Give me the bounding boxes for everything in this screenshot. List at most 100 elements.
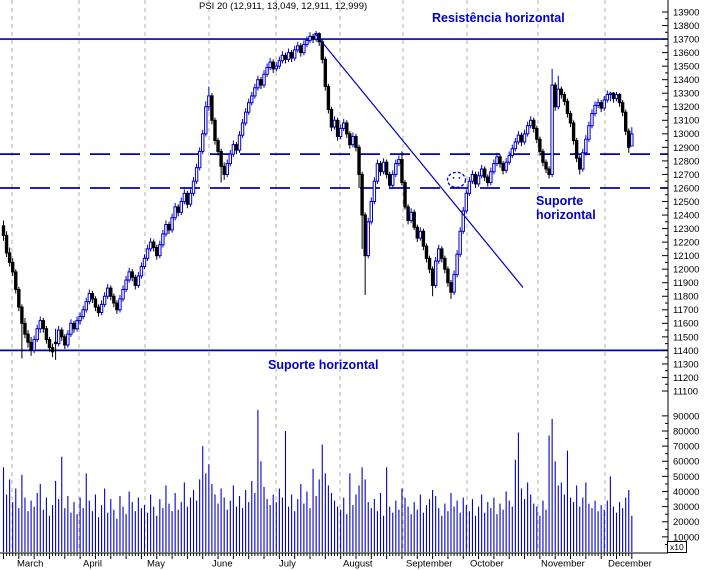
candle-up (489, 171, 493, 184)
price-tick-label: 11500 (673, 332, 699, 343)
candle-down (547, 168, 551, 175)
candle-down (378, 163, 383, 173)
candle-down (10, 261, 15, 273)
candle-down (271, 61, 275, 70)
candle-down (535, 127, 539, 140)
candle-up (513, 141, 518, 150)
price-tick-label: 13200 (673, 102, 699, 113)
candle-up (145, 248, 150, 259)
price-tick-label: 12200 (673, 238, 699, 249)
candle-up (158, 244, 162, 257)
candle-up (173, 206, 177, 219)
month-label: April (83, 559, 102, 570)
candle-up (302, 43, 306, 54)
candle-up (455, 253, 459, 276)
candle-down (387, 173, 392, 186)
candle-up (56, 329, 61, 345)
candle-up (458, 230, 462, 255)
candle-up (204, 106, 208, 135)
candle-down (406, 206, 410, 221)
candle-down (559, 88, 564, 96)
candle-up (99, 303, 104, 313)
candle-up (277, 60, 282, 67)
price-tick-label: 13300 (673, 89, 699, 100)
smiley-eye (458, 176, 461, 179)
candle-down (53, 341, 58, 345)
candle-up (351, 136, 355, 146)
month-label: November (541, 559, 585, 570)
price-tick-label: 12800 (673, 156, 699, 167)
candle-down (7, 252, 12, 263)
candle-down (541, 150, 545, 163)
candle-down (216, 140, 220, 152)
candle-up (470, 173, 475, 182)
candle-down (29, 341, 33, 351)
candle-up (256, 79, 260, 89)
candle-up (550, 84, 554, 175)
candle-up (69, 322, 73, 335)
candle-up (237, 134, 242, 151)
price-tick-label: 11800 (673, 292, 699, 303)
candle-down (449, 282, 453, 293)
candle-down (90, 293, 95, 300)
candle-up (102, 295, 107, 305)
candle-up (516, 134, 521, 143)
candle-up (332, 119, 337, 128)
candle-down (47, 339, 52, 349)
candle-down (357, 146, 361, 175)
candle-up (170, 217, 174, 231)
volume-tick-label: 30000 (673, 502, 699, 513)
candle-down (565, 100, 570, 115)
candle-down (578, 157, 582, 170)
price-tick-label: 13500 (673, 62, 699, 73)
candle-up (179, 201, 183, 213)
candle-down (219, 150, 223, 167)
candle-up (142, 257, 147, 267)
candle-up (342, 122, 346, 129)
candle-down (538, 138, 542, 152)
candle-down (155, 247, 159, 257)
candle-down (60, 329, 64, 338)
candle-down (234, 144, 239, 151)
candle-up (394, 163, 398, 175)
candle-down (72, 322, 76, 330)
candle-down (544, 161, 548, 170)
candle-up (397, 159, 401, 165)
price-tick-label: 11300 (673, 359, 699, 370)
price-tick-label: 12500 (673, 197, 699, 208)
candle-up (87, 293, 92, 303)
price-tick-label: 13900 (673, 7, 699, 18)
candle-down (400, 159, 404, 184)
candle-up (596, 102, 600, 106)
candle-down (384, 161, 389, 175)
candle-up (391, 173, 395, 186)
candle-down (483, 168, 487, 178)
candle-up (308, 35, 312, 41)
candle-up (286, 52, 291, 60)
price-tick-label: 13400 (673, 75, 699, 86)
candle-down (412, 211, 416, 228)
candle-up (528, 119, 533, 127)
candle-down (23, 322, 27, 335)
candle-down (335, 119, 340, 138)
candle-up (164, 224, 168, 235)
candle-up (375, 163, 380, 182)
candle-down (360, 173, 364, 216)
candle-up (590, 113, 594, 127)
candle-up (191, 180, 196, 194)
price-tick-label: 12900 (673, 143, 699, 154)
candle-up (118, 298, 122, 311)
candle-up (409, 211, 413, 221)
volume-tick-label: 40000 (673, 487, 699, 498)
candle-down (427, 257, 432, 270)
candle-up (593, 104, 597, 115)
candle-up (418, 230, 423, 239)
candle-up (630, 133, 634, 147)
candle-up (32, 339, 36, 351)
candle-up (495, 156, 499, 165)
month-label: July (279, 559, 296, 570)
candle-down (363, 214, 367, 257)
month-label: October (470, 559, 504, 570)
